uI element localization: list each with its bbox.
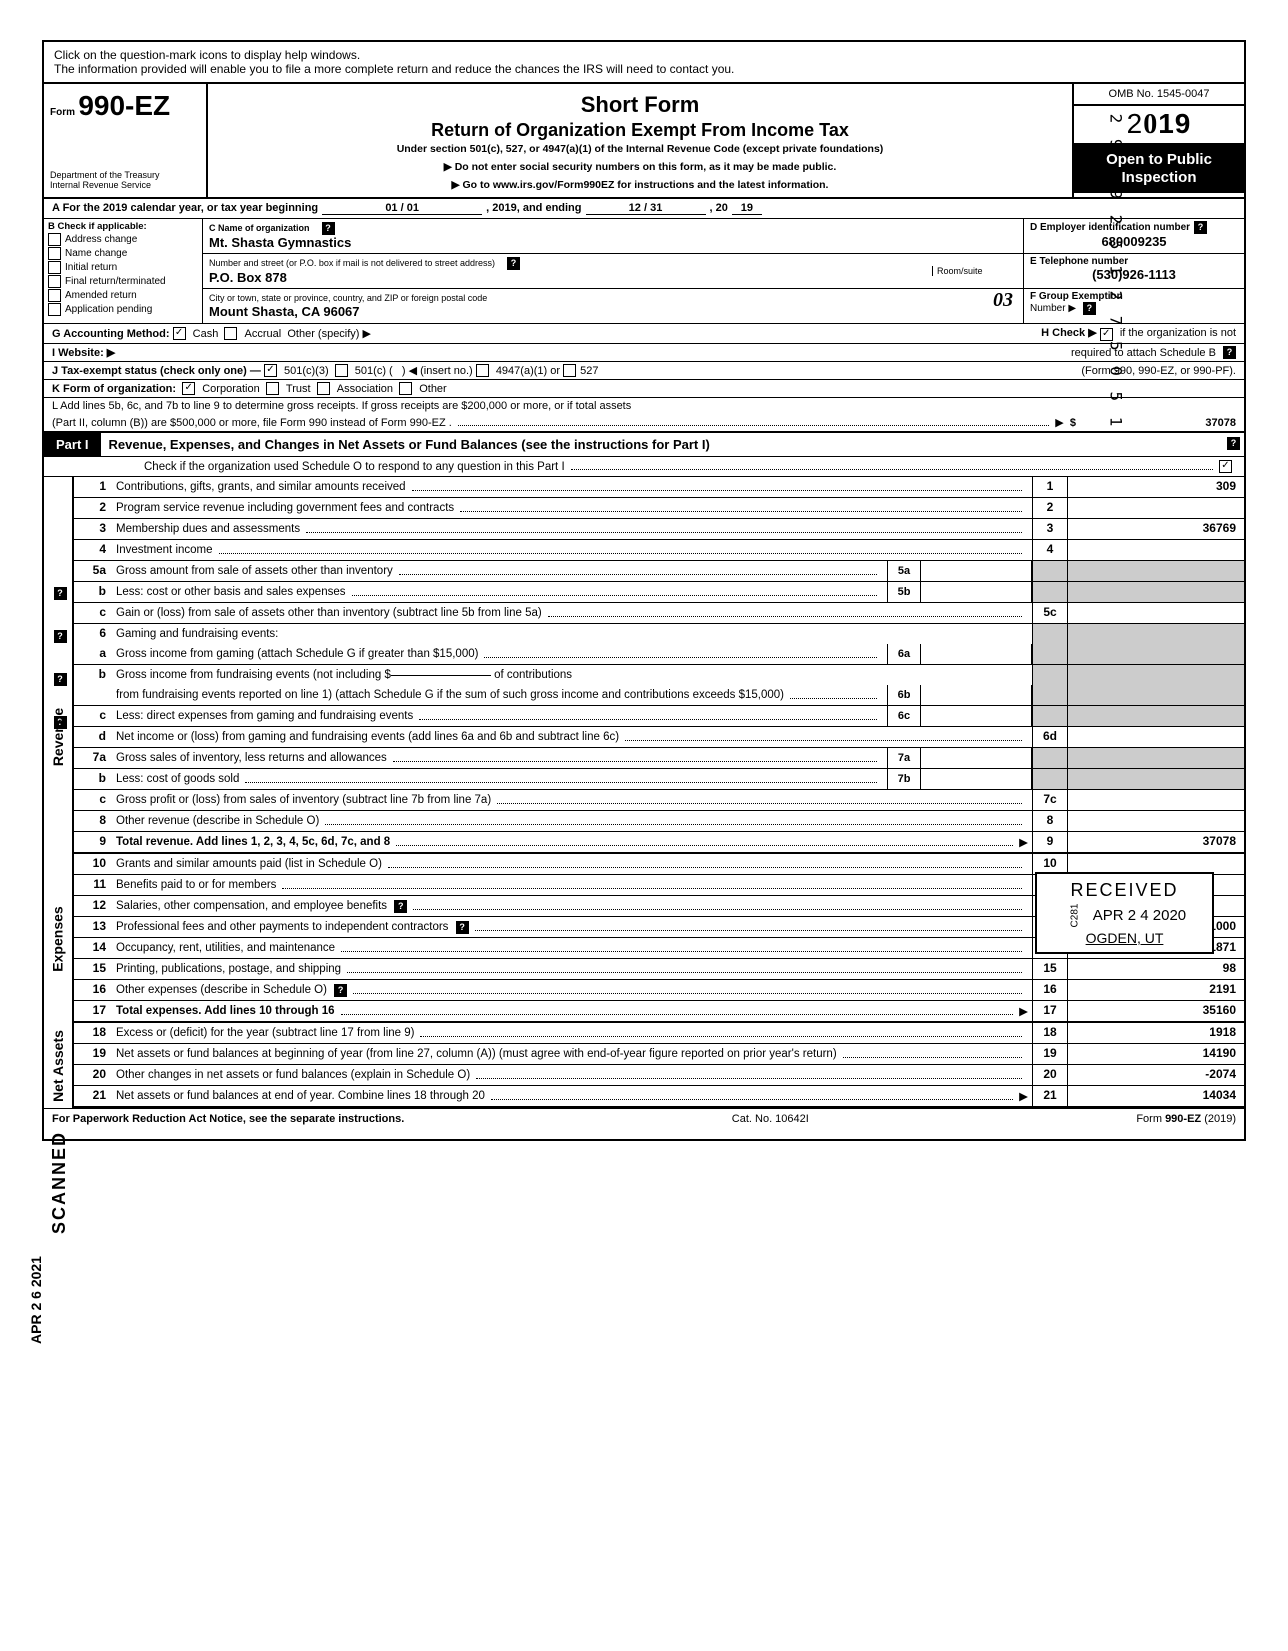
omb-number: OMB No. 1545-0047 — [1074, 84, 1244, 106]
line-l1: L Add lines 5b, 6c, and 7b to line 9 to … — [44, 398, 1244, 414]
help-icon[interactable]: ? — [456, 921, 469, 934]
chk-501c[interactable] — [335, 364, 348, 377]
org-address: P.O. Box 878 — [209, 270, 287, 285]
chk-501c3[interactable]: ✓ — [264, 364, 277, 377]
help-icon[interactable]: ? — [54, 630, 67, 643]
footer-right: Form 990-EZ (2019) — [1136, 1113, 1236, 1125]
chk-cash[interactable]: ✓ — [173, 327, 186, 340]
return-title: Return of Organization Exempt From Incom… — [216, 120, 1064, 141]
omb-cell: OMB No. 1545-0047 20201919 Open to Publi… — [1074, 84, 1244, 197]
part1-sub: Check if the organization used Schedule … — [44, 457, 1244, 477]
chk-schedule-o[interactable]: ✓ — [1219, 460, 1232, 473]
scanned-stamp: SCANNED — [49, 1131, 70, 1234]
line-j: J Tax-exempt status (check only one) — ✓… — [44, 362, 1244, 380]
chk-accrual[interactable] — [224, 327, 237, 340]
side-expenses: Expenses — [44, 854, 74, 1023]
amt-3: 36769 — [1068, 519, 1244, 539]
end-year[interactable]: 19 — [732, 202, 762, 215]
block-bcd: B Check if applicable: Address change Na… — [44, 219, 1244, 324]
chk-corp[interactable]: ✓ — [182, 382, 195, 395]
part1-title: Revenue, Expenses, and Changes in Net As… — [101, 433, 1223, 456]
dept-text: Department of the Treasury Internal Reve… — [50, 151, 200, 191]
line-g-h: G Accounting Method: ✓ Cash Accrual Othe… — [44, 324, 1244, 344]
org-city: Mount Shasta, CA 96067 — [209, 304, 360, 319]
chk-527[interactable] — [563, 364, 576, 377]
header-row: Form 990-EZ Department of the Treasury I… — [44, 84, 1244, 199]
end-date[interactable]: 12 / 31 — [586, 202, 706, 215]
telephone: (530)926-1113 — [1030, 267, 1238, 282]
help-icon[interactable]: ? — [54, 587, 67, 600]
amt-18: 1918 — [1068, 1023, 1244, 1043]
arrow-line-2: ▶ Go to www.irs.gov/Form990EZ for instru… — [216, 179, 1064, 191]
form-number: Form 990-EZ — [50, 90, 200, 122]
help-icon[interactable]: ? — [334, 984, 347, 997]
amt-19: 14190 — [1068, 1044, 1244, 1064]
form-number-cell: Form 990-EZ Department of the Treasury I… — [44, 84, 208, 197]
col-c: C Name of organization? Mt. Shasta Gymna… — [203, 219, 1024, 323]
row-a: A For the 2019 calendar year, or tax yea… — [44, 199, 1244, 219]
chk-initial[interactable] — [48, 261, 61, 274]
side-net-assets: Net Assets — [44, 1023, 74, 1108]
help-icon[interactable]: ? — [1223, 346, 1236, 359]
title-cell: Short Form Return of Organization Exempt… — [208, 84, 1074, 197]
footer-left: For Paperwork Reduction Act Notice, see … — [52, 1113, 404, 1125]
amt-2 — [1068, 498, 1244, 518]
part1-tab: Part I — [44, 433, 101, 456]
arrow-line-1: ▶ Do not enter social security numbers o… — [216, 161, 1064, 173]
help-icon[interactable]: ? — [322, 222, 335, 235]
ein: 680009235 — [1030, 234, 1238, 249]
form-page: Click on the question-mark icons to disp… — [42, 40, 1246, 1141]
chk-amended[interactable] — [48, 289, 61, 302]
line-k: K Form of organization: ✓ Corporation Tr… — [44, 380, 1244, 398]
scanned-date-stamp: APR 2 6 2021 — [28, 1256, 44, 1344]
chk-address[interactable] — [48, 233, 61, 246]
amt-15: 98 — [1068, 959, 1244, 979]
side-revenue: ? ? ? ? Revenue — [44, 477, 74, 854]
footer-mid: Cat. No. 10642I — [732, 1113, 809, 1125]
footer: For Paperwork Reduction Act Notice, see … — [44, 1108, 1244, 1129]
org-name: Mt. Shasta Gymnastics — [209, 235, 351, 250]
amt-1: 309 — [1068, 477, 1244, 497]
amt-21: 14034 — [1068, 1086, 1244, 1106]
help-icon[interactable]: ? — [1083, 302, 1096, 315]
under-text: Under section 501(c), 527, or 4947(a)(1)… — [216, 143, 1064, 155]
amt-9: 37078 — [1068, 832, 1244, 852]
revenue-lines: 1Contributions, gifts, grants, and simil… — [74, 477, 1244, 854]
help-icon[interactable]: ? — [394, 900, 407, 913]
banner-line2: The information provided will enable you… — [54, 62, 1234, 76]
chk-assoc[interactable] — [317, 382, 330, 395]
revenue-section: ? ? ? ? Revenue 1Contributions, gifts, g… — [44, 477, 1244, 854]
chk-other[interactable] — [399, 382, 412, 395]
net-assets-section: Net Assets 18Excess or (deficit) for the… — [44, 1023, 1244, 1108]
help-icon[interactable]: ? — [1194, 221, 1207, 234]
tax-year: 20201919 — [1074, 106, 1244, 145]
amt-16: 2191 — [1068, 980, 1244, 1000]
chk-pending[interactable] — [48, 303, 61, 316]
amt-4 — [1068, 540, 1244, 560]
help-banner: Click on the question-mark icons to disp… — [44, 42, 1244, 84]
chk-name[interactable] — [48, 247, 61, 260]
received-stamp: RECEIVED C281 APR 2 4 2020 OGDEN, UT — [1035, 872, 1214, 954]
help-icon[interactable]: ? — [54, 673, 67, 686]
amt-17: 35160 — [1068, 1001, 1244, 1021]
col-b: B Check if applicable: Address change Na… — [44, 219, 203, 323]
amt-20: -2074 — [1068, 1065, 1244, 1085]
banner-line1: Click on the question-mark icons to disp… — [54, 48, 1234, 62]
part1-header: Part I Revenue, Expenses, and Changes in… — [44, 431, 1244, 457]
begin-date[interactable]: 01 / 01 — [322, 202, 482, 215]
gross-receipts: 37078 — [1076, 417, 1236, 429]
chk-4947[interactable] — [476, 364, 489, 377]
barcode-text: 2 9 4 9 2 5 1 2 7 5 0 5 1 — [1107, 114, 1126, 430]
chk-final[interactable] — [48, 275, 61, 288]
short-form-title: Short Form — [216, 92, 1064, 118]
help-icon[interactable]: ? — [507, 257, 520, 270]
line-i: I Website: ▶ required to attach Schedule… — [44, 344, 1244, 362]
help-icon[interactable]: ? — [1227, 437, 1240, 450]
handwritten-03: 03 — [993, 289, 1013, 312]
chk-trust[interactable] — [266, 382, 279, 395]
open-to-public: Open to Public Inspection — [1074, 145, 1244, 193]
col-d: D Employer identification number? 680009… — [1024, 219, 1244, 323]
line-l2: (Part II, column (B)) are $500,000 or mo… — [44, 414, 1244, 431]
